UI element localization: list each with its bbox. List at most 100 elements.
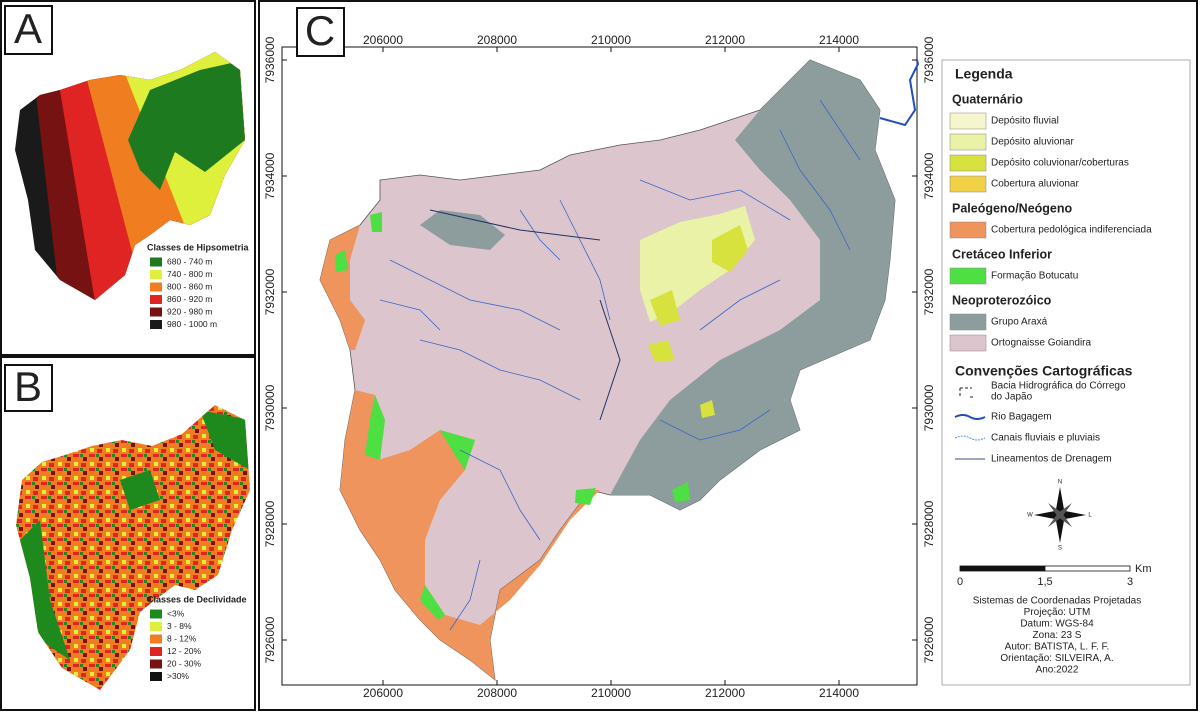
legend-label: Bacia Hidrográfica do Córrego <box>991 381 1126 392</box>
x-tick-label: 212000 <box>705 686 745 700</box>
legend-symbol <box>959 387 974 398</box>
legend-symbol <box>954 435 986 441</box>
y-tick-label: 7926000 <box>922 616 936 663</box>
legend-swatch <box>150 295 162 304</box>
legend-swatch <box>150 307 162 317</box>
legend-title: Classes de Hipsometria <box>147 242 250 252</box>
legend-section-title: Quaternário <box>952 92 1023 106</box>
legend-label: 20 - 30% <box>167 658 201 668</box>
credit-line: Autor: BATISTA, L. F. F. <box>1005 642 1110 653</box>
x-tick-label: 210000 <box>591 686 631 700</box>
legend-label: do Japão <box>991 392 1033 403</box>
legend-section-title: Neoproterozóico <box>952 293 1052 307</box>
axes: 206000 206000 208000 208000 210000 210000 2120… <box>263 33 936 700</box>
legend-swatch <box>949 267 987 285</box>
y-tick-label: 7936000 <box>922 36 936 83</box>
legend-label: Rio Bagagem <box>991 412 1052 423</box>
credit-line: Zona: 23 S <box>1033 630 1082 641</box>
y-tick-label: 7934000 <box>922 152 936 199</box>
credit-line: Datum: WGS-84 <box>1020 619 1094 630</box>
compass-label: N <box>1058 480 1062 486</box>
legend-label: Cobertura pedológica indiferenciada <box>991 225 1152 236</box>
scale-bar-segment <box>959 565 1046 572</box>
legend-swatch <box>150 270 162 279</box>
legend-title: Legenda <box>955 66 1013 82</box>
legend-swatch <box>150 609 162 619</box>
credit-line: Ano:2022 <box>1036 665 1079 676</box>
credit-line: Orientação: SILVEIRA, A. <box>1000 653 1113 664</box>
compass-label: L <box>1088 513 1092 519</box>
legend-label: 740 - 800 m <box>167 269 212 279</box>
legend-label: 680 - 740 m <box>167 256 212 266</box>
legend-swatch <box>949 154 987 172</box>
credit-line: Sistemas de Coordenadas Projetadas <box>973 596 1141 607</box>
y-tick-label: 7930000 <box>263 384 277 431</box>
legend-label: Lineamentos de Drenagem <box>991 454 1112 465</box>
legend-swatch <box>949 133 987 151</box>
legend-swatch <box>949 313 987 331</box>
panel-label-box <box>4 5 53 55</box>
hypsometry-map <box>15 52 245 300</box>
legend-label: <3% <box>167 608 185 618</box>
y-tick-label: 7932000 <box>263 268 277 315</box>
geology-map <box>319 59 920 681</box>
panel-a: A Classes de Hipsometria 680 - 740 m 740 -… <box>0 0 256 356</box>
legend-swatch <box>150 647 162 656</box>
y-tick-label: 7926000 <box>263 616 277 663</box>
panel-label: C <box>305 7 335 54</box>
legend-label: >30% <box>167 671 189 681</box>
compass-label: S <box>1058 546 1062 552</box>
panel-label-box <box>4 364 53 412</box>
legend-swatch <box>949 221 987 239</box>
legend-label: 800 - 860 m <box>167 281 212 291</box>
legend-label: 920 - 980 m <box>167 306 212 316</box>
legend-label: Formação Botucatu <box>991 271 1078 282</box>
x-tick-label: 206000 <box>363 686 403 700</box>
legend-swatch <box>150 659 162 669</box>
legend-label: Grupo Araxá <box>991 317 1048 328</box>
legend-swatch <box>949 175 987 193</box>
legend-label: 980 - 1000 m <box>167 319 217 329</box>
panel-label-box <box>296 7 345 57</box>
x-tick-label: 206000 <box>363 33 403 47</box>
y-tick-label: 7930000 <box>922 384 936 431</box>
legend-swatch <box>949 334 987 352</box>
legend-swatch <box>150 634 162 644</box>
y-tick-label: 7932000 <box>922 268 936 315</box>
legend-swatch <box>150 672 162 681</box>
y-tick-label: 7928000 <box>263 500 277 547</box>
legend-label: Depósito aluvionar <box>991 137 1074 148</box>
panel-label: B <box>14 363 42 410</box>
legend-label: 3 - 8% <box>167 621 192 631</box>
scale-bar-label: 3 <box>1127 576 1133 588</box>
credit-line: Projeção: UTM <box>1024 607 1091 618</box>
legend-swatch <box>150 282 162 292</box>
legend-label: 860 - 920 m <box>167 294 212 304</box>
legend: Legenda Quaternário Depósito fluvial Depósi… <box>949 66 1152 676</box>
y-tick-label: 7934000 <box>263 152 277 199</box>
legend-label: Ortognaisse Goiandira <box>991 338 1091 349</box>
legend-symbol <box>954 414 986 420</box>
legend: Classes de Hipsometria 680 - 740 m 740 - 8… <box>147 242 250 329</box>
y-tick-label: 7936000 <box>263 36 277 83</box>
panel-label: A <box>14 5 42 52</box>
x-tick-label: 214000 <box>819 33 859 47</box>
panel-b: B Classes de Declividade <3% 3 - 8% 8 - 12%… <box>0 356 256 711</box>
legend-label: 8 - 12% <box>167 633 197 643</box>
legend: Classes de Declividade <3% 3 - 8% 8 - 12% 12… <box>147 594 247 681</box>
legend-label: Cobertura aluvionar <box>991 179 1079 190</box>
x-tick-label: 214000 <box>819 686 859 700</box>
legend-section-title: Convenções Cartográficas <box>955 363 1133 379</box>
legend-section-title: Paleógeno/Neógeno <box>952 201 1073 215</box>
scale-bar-segment <box>1044 565 1131 572</box>
x-tick-label: 208000 <box>477 33 517 47</box>
scale-bar-label: 0 <box>957 576 963 588</box>
x-tick-label: 208000 <box>477 686 517 700</box>
legend-swatch <box>150 257 162 267</box>
legend-label: Canais fluviais e pluviais <box>991 433 1100 444</box>
scale-bar-unit: Km <box>1135 563 1152 575</box>
legend-label: 12 - 20% <box>167 646 201 656</box>
compass <box>1048 503 1072 527</box>
legend-swatch <box>150 320 162 329</box>
